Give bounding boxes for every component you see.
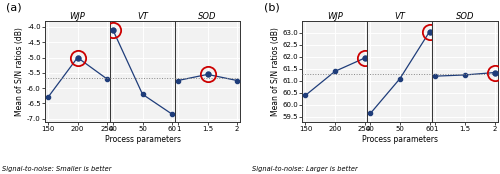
X-axis label: Process parameters: Process parameters	[104, 135, 180, 144]
Text: Signal-to-noise: Smaller is better: Signal-to-noise: Smaller is better	[2, 166, 112, 172]
Title: VT: VT	[394, 12, 406, 21]
Title: SOD: SOD	[198, 12, 217, 21]
Y-axis label: Mean of S/N ratios (dB): Mean of S/N ratios (dB)	[271, 27, 280, 116]
Y-axis label: Mean of S/N ratios (dB): Mean of S/N ratios (dB)	[16, 27, 24, 116]
Title: SOD: SOD	[456, 12, 474, 21]
Title: VT: VT	[137, 12, 148, 21]
Text: (a): (a)	[6, 3, 22, 13]
Title: WJP: WJP	[70, 12, 86, 21]
Text: Signal-to-noise: Larger is better: Signal-to-noise: Larger is better	[252, 166, 358, 172]
Title: WJP: WJP	[327, 12, 343, 21]
Text: (b): (b)	[264, 3, 280, 13]
X-axis label: Process parameters: Process parameters	[362, 135, 438, 144]
